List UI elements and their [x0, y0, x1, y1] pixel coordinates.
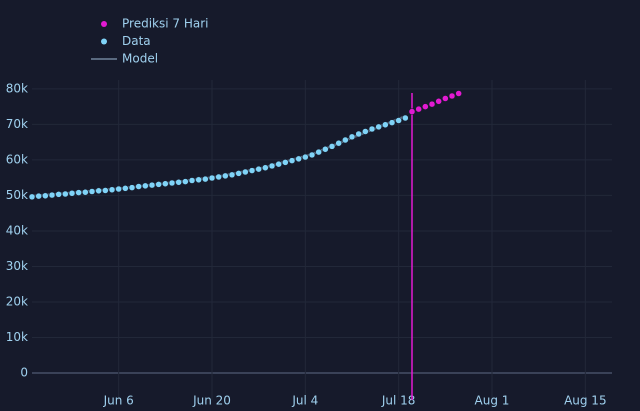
data-point [75, 189, 82, 196]
data-point [422, 103, 429, 110]
data-point [435, 98, 442, 105]
data-point [262, 164, 269, 171]
data-point [355, 130, 362, 138]
x-tick-label: Jul 4 [291, 394, 318, 408]
data-point [55, 191, 62, 198]
data-point [95, 187, 102, 195]
data-point [322, 146, 329, 153]
data-point [88, 188, 96, 195]
data-point [135, 183, 142, 190]
data-point [142, 182, 149, 190]
data-point [268, 162, 276, 170]
data-point [235, 170, 242, 177]
data-point [42, 192, 49, 200]
x-tick-label: Aug 1 [475, 394, 510, 408]
data-point [308, 151, 316, 159]
y-tick-label: 80k [6, 81, 28, 95]
data-point [242, 168, 249, 176]
y-tick-label: 60k [6, 152, 28, 166]
data-point [128, 184, 136, 191]
data-point [335, 139, 342, 147]
data-point [428, 100, 436, 108]
data-point [35, 192, 42, 200]
data-point [415, 105, 422, 113]
x-tick-label: Jun 20 [192, 394, 231, 408]
data-point [108, 186, 116, 193]
data-point [62, 190, 69, 198]
y-tick-label: 40k [6, 223, 28, 237]
data-point [395, 117, 402, 124]
data-point [288, 157, 296, 164]
data-point [275, 160, 282, 168]
data-point [302, 153, 309, 161]
data-point [402, 114, 409, 122]
data-point [455, 90, 462, 97]
data-point [348, 133, 356, 141]
data-point [48, 191, 56, 199]
data-point [202, 175, 209, 183]
data-point [382, 121, 389, 129]
data-point [295, 155, 302, 163]
legend-label: Model [122, 52, 158, 66]
data-point [375, 123, 382, 131]
data-point [148, 181, 156, 189]
data-point [175, 179, 182, 186]
data-point [68, 190, 76, 197]
data-point [342, 136, 349, 144]
data-point [182, 178, 189, 185]
y-tick-label: 20k [6, 294, 28, 308]
data-point [362, 128, 369, 135]
legend-marker [101, 21, 107, 27]
y-tick-label: 70k [6, 117, 28, 131]
data-point [388, 119, 396, 126]
data-point [408, 108, 416, 115]
data-point [222, 172, 229, 180]
data-point [82, 188, 89, 196]
data-point [228, 171, 236, 179]
x-tick-label: Jun 6 [103, 394, 134, 408]
x-tick-label: Aug 15 [564, 394, 607, 408]
data-point [188, 177, 196, 184]
data-point [195, 176, 202, 184]
data-point [328, 143, 336, 150]
data-point [442, 95, 449, 102]
y-tick-label: 10k [6, 330, 28, 344]
data-point [102, 187, 109, 194]
data-point [448, 92, 456, 100]
legend-marker [101, 38, 107, 45]
y-tick-label: 30k [6, 259, 28, 273]
data-point [208, 174, 216, 182]
data-point [115, 185, 122, 193]
data-point [368, 125, 376, 133]
data-point [215, 173, 222, 181]
data-point [248, 167, 256, 174]
data-point [282, 159, 289, 166]
data-point [168, 179, 176, 187]
legend-label: Data [122, 34, 151, 48]
data-point [28, 193, 36, 201]
data-point [315, 148, 322, 156]
legend-label: Prediksi 7 Hari [122, 17, 208, 31]
data-point [255, 165, 262, 173]
data-point [122, 185, 129, 192]
data-point [162, 180, 169, 187]
y-tick-label: 50k [6, 188, 28, 202]
y-tick-label: 0 [20, 366, 28, 380]
x-tick-label: Jul 18 [381, 394, 416, 408]
data-point [155, 181, 162, 188]
